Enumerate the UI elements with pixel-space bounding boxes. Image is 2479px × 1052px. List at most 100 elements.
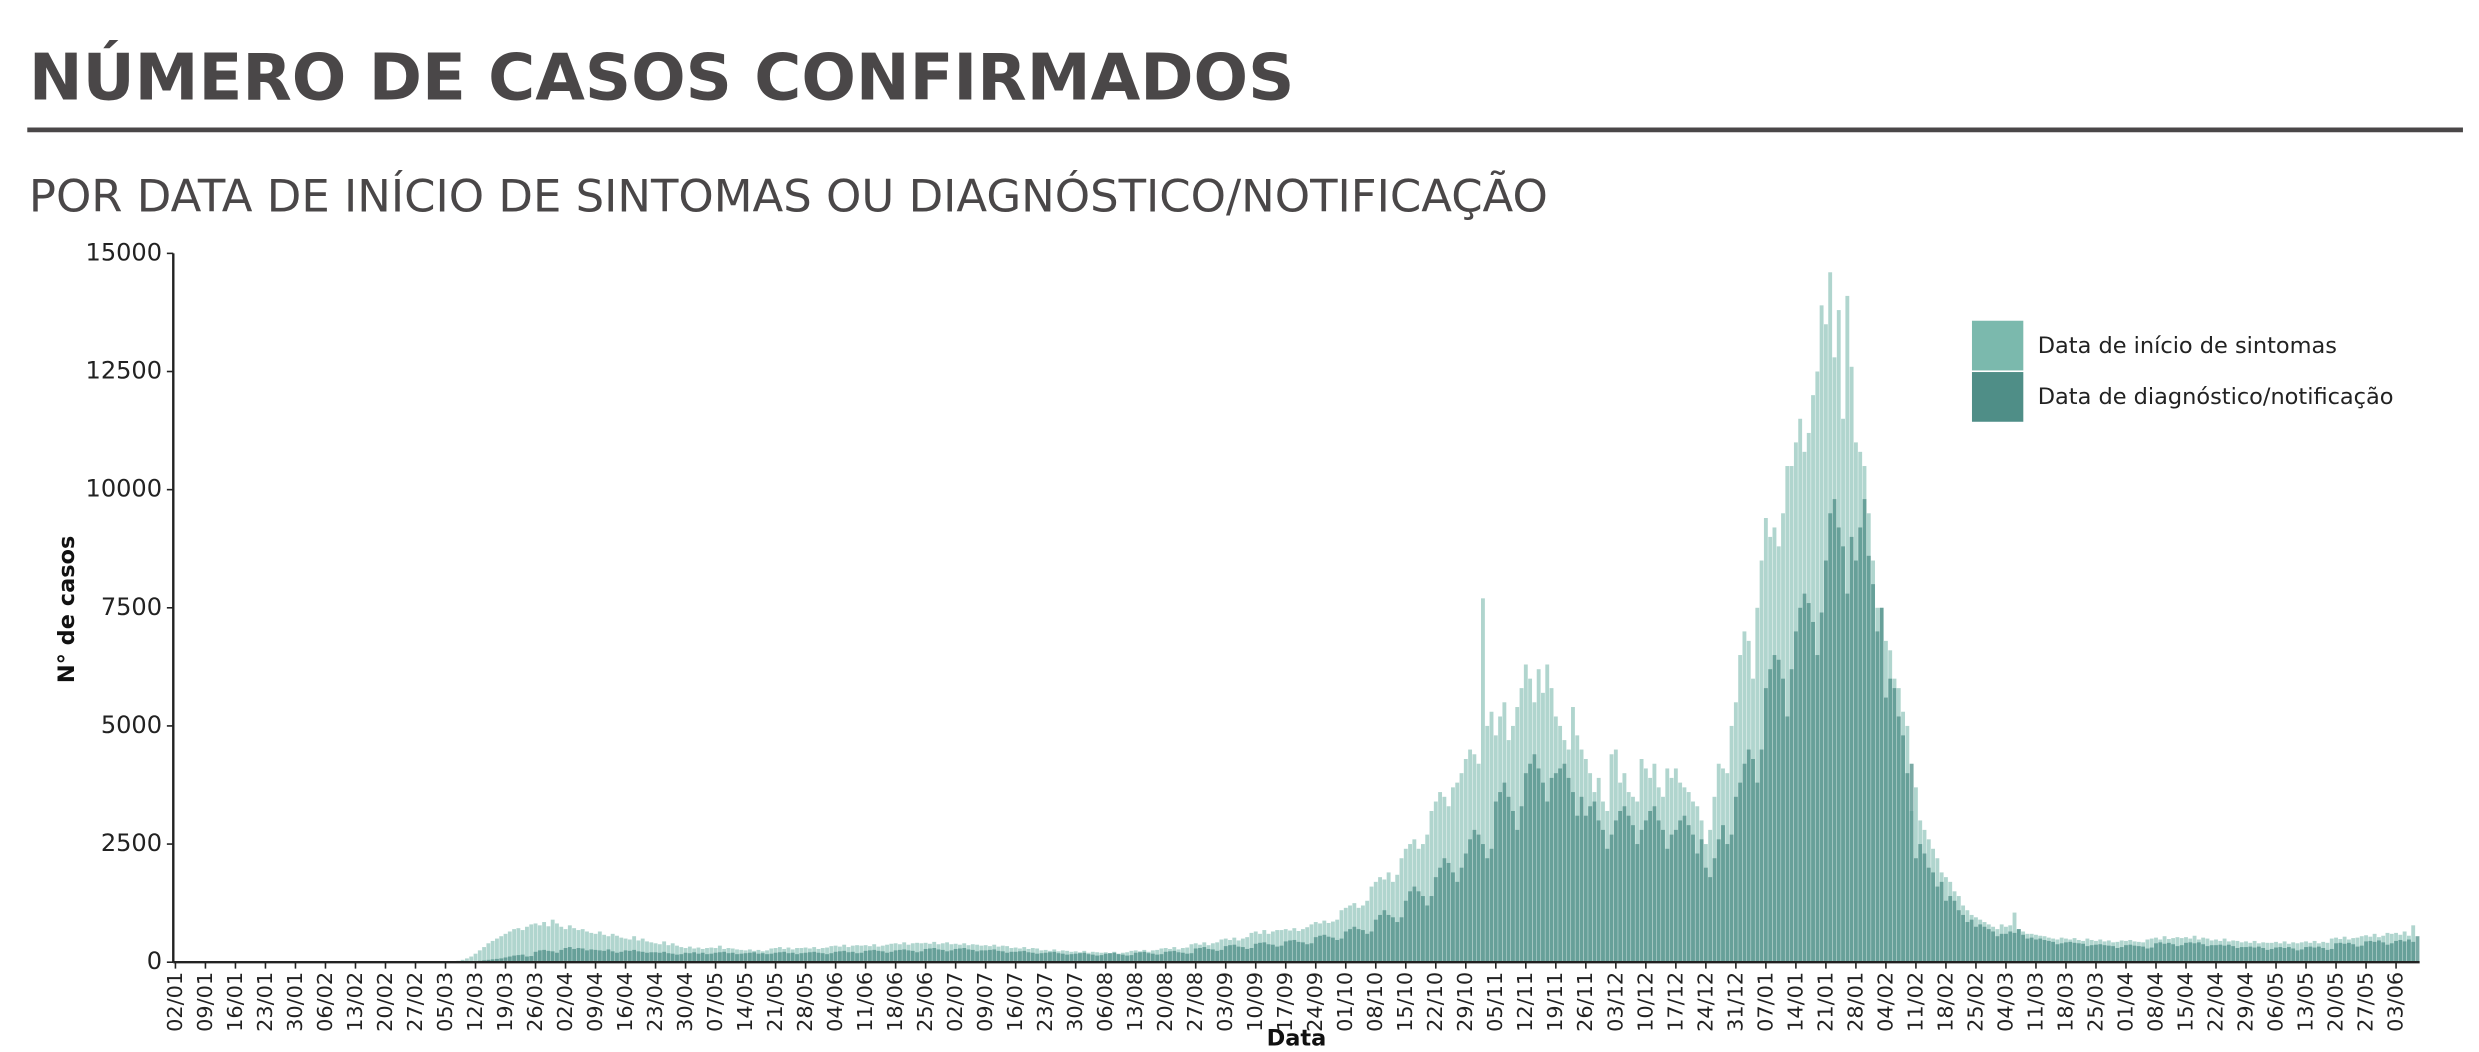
bar: [1249, 948, 1254, 963]
bar: [1545, 801, 1550, 963]
bar: [1060, 953, 1065, 963]
bar: [1592, 801, 1597, 963]
bar: [1815, 655, 1820, 963]
bar: [670, 943, 675, 963]
x-tick-label: 18/02: [1933, 972, 1957, 1032]
bar: [567, 925, 572, 963]
x-tick-label: 18/06: [883, 972, 907, 1032]
bar: [1210, 949, 1215, 963]
bar: [2085, 946, 2090, 963]
x-tick-label: 29/10: [1453, 972, 1477, 1032]
bar: [555, 923, 559, 963]
bar: [1686, 825, 1691, 963]
bar: [2205, 946, 2210, 963]
bar: [790, 952, 795, 963]
bar: [953, 948, 958, 963]
bar: [1776, 659, 1781, 963]
bar: [1369, 931, 1374, 963]
x-tick-label: 03/06: [2383, 972, 2407, 1032]
bar: [1292, 939, 1297, 963]
x-tick-label: 26/03: [523, 972, 547, 1032]
x-tick-label: 06/02: [313, 972, 337, 1032]
bar: [606, 949, 611, 963]
bar: [966, 949, 971, 963]
bar: [1129, 955, 1134, 963]
bar: [1399, 858, 1404, 963]
bar: [2239, 947, 2244, 963]
x-tick-label: 04/03: [1993, 972, 2017, 1032]
bar: [507, 956, 512, 963]
x-tick-label: 12/11: [1513, 972, 1537, 1032]
bar: [902, 949, 907, 963]
bar: [2029, 937, 2034, 963]
bar: [1090, 954, 1095, 963]
bar: [563, 948, 568, 963]
bar: [1416, 891, 1421, 963]
bar: [1922, 853, 1927, 963]
bar: [623, 950, 628, 963]
bar: [1549, 777, 1554, 963]
bar: [597, 950, 602, 963]
x-tick-label: 21/01: [1813, 972, 1837, 1032]
bar: [2059, 943, 2064, 963]
bar: [2051, 941, 2056, 963]
bar: [1305, 944, 1310, 963]
x-tick-label: 20/08: [1153, 972, 1177, 1032]
bar: [1408, 891, 1412, 963]
bar: [1399, 917, 1404, 963]
bar: [1073, 953, 1078, 963]
bar: [1939, 881, 1944, 963]
bar: [2325, 949, 2330, 963]
bar: [1180, 952, 1185, 963]
bar: [533, 951, 538, 963]
bar: [2021, 934, 2026, 963]
bar: [2308, 946, 2313, 963]
bar: [593, 949, 598, 963]
bar: [1455, 782, 1460, 963]
bar: [1000, 951, 1005, 963]
bar: [799, 953, 804, 963]
bar: [559, 926, 564, 963]
bar: [507, 931, 512, 963]
bar: [619, 951, 624, 963]
bar: [589, 949, 594, 963]
bar: [2282, 948, 2287, 963]
bar: [2016, 929, 2021, 963]
y-axis-label: N° de casos: [54, 536, 80, 683]
x-tick-label: 28/01: [1843, 972, 1867, 1032]
bar: [1489, 848, 1494, 963]
bar: [2158, 942, 2163, 963]
bar: [683, 952, 688, 963]
bar: [1459, 867, 1464, 963]
bar: [1035, 953, 1040, 963]
bar: [2055, 944, 2060, 963]
bar: [2376, 940, 2381, 963]
bar: [1862, 499, 1867, 963]
bar: [1746, 749, 1751, 963]
x-tick-label: 26/11: [1573, 972, 1597, 1032]
bar: [1270, 944, 1275, 963]
bar: [687, 953, 692, 963]
bar: [576, 948, 581, 963]
x-tick-label: 23/07: [1033, 972, 1057, 1032]
bar: [580, 929, 585, 963]
bar: [936, 949, 941, 963]
bar: [1369, 886, 1374, 963]
bar: [2132, 945, 2137, 963]
bar: [1523, 773, 1528, 963]
bar: [1832, 499, 1837, 963]
bar: [1511, 810, 1515, 963]
bar: [2188, 942, 2193, 963]
legend-swatch: [1971, 320, 2024, 371]
bar: [1836, 527, 1841, 963]
bar: [1013, 951, 1018, 963]
bar: [1348, 929, 1352, 963]
bar: [2038, 938, 2043, 963]
legend-label: Data de diagnóstico/notificação: [2038, 384, 2394, 410]
bar: [1142, 951, 1147, 963]
x-tick-label: 25/02: [1963, 972, 1987, 1032]
bar: [1849, 536, 1854, 963]
bar: [2394, 940, 2398, 963]
x-tick-label: 16/04: [613, 972, 637, 1032]
bar: [1558, 768, 1563, 963]
